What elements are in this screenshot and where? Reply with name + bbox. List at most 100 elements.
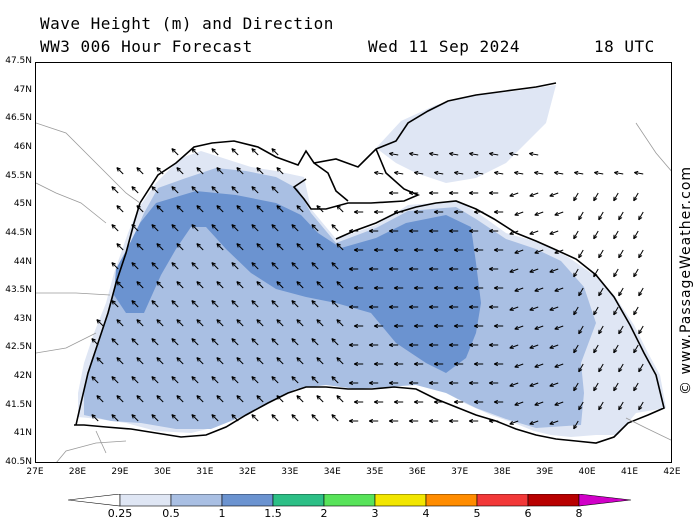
wave-direction-arrow <box>353 399 364 405</box>
wave-direction-arrow <box>473 285 484 291</box>
wave-direction-arrow <box>549 306 559 311</box>
wave-direction-arrow <box>131 376 139 384</box>
legend-label: 8 <box>575 507 583 520</box>
wave-direction-arrow <box>428 190 439 196</box>
wave-direction-arrow <box>196 205 204 213</box>
wave-direction-arrow <box>613 382 619 392</box>
wave-direction-arrow <box>111 338 119 346</box>
wave-direction-arrow <box>136 281 144 289</box>
wave-direction-arrow <box>493 399 504 405</box>
wave-direction-arrow <box>311 262 319 270</box>
wave-direction-arrow <box>191 224 199 232</box>
wave-direction-arrow <box>96 319 104 327</box>
wave-direction-arrow <box>554 170 564 176</box>
wave-direction-arrow <box>236 281 244 289</box>
wave-direction-arrow <box>131 338 139 346</box>
lon-tick-label: 34E <box>323 467 341 477</box>
wave-direction-arrow <box>316 243 324 251</box>
wave-direction-arrow <box>368 228 379 234</box>
wave-direction-arrow <box>171 376 179 384</box>
wave-direction-arrow <box>633 268 639 278</box>
wave-direction-arrow <box>116 395 124 403</box>
wave-direction-arrow <box>433 323 444 329</box>
wave-direction-arrow <box>176 167 184 175</box>
wave-direction-arrow <box>468 190 479 196</box>
legend-swatch <box>272 494 325 507</box>
lat-tick-label: 46N <box>13 141 32 152</box>
wave-direction-arrow <box>393 323 404 329</box>
wave-direction-arrow <box>296 243 304 251</box>
wave-direction-arrow <box>211 338 219 346</box>
wave-direction-arrow <box>251 300 259 308</box>
wave-direction-arrow <box>448 304 459 310</box>
wave-direction-arrow <box>413 361 424 367</box>
wave-direction-arrow <box>353 247 364 253</box>
wave-direction-arrow <box>393 247 404 253</box>
wave-direction-arrow <box>373 323 384 329</box>
wave-direction-arrow <box>549 192 559 197</box>
wave-direction-arrow <box>529 420 539 425</box>
legend-swatch <box>374 494 427 507</box>
credit-text[interactable]: © www.PassageWeather.com <box>678 165 694 395</box>
wave-direction-arrow <box>111 186 119 194</box>
lat-tick-label: 42.5N <box>5 342 32 353</box>
coastline-west <box>75 202 141 426</box>
wave-direction-arrow <box>111 300 119 308</box>
wave-direction-arrow <box>554 363 564 368</box>
wave-direction-arrow <box>638 401 644 411</box>
wave-direction-arrow <box>373 361 384 367</box>
wave-direction-arrow <box>111 224 119 232</box>
wave-direction-arrow <box>433 361 444 367</box>
wave-direction-arrow <box>393 285 404 291</box>
wave-direction-arrow <box>549 230 559 235</box>
wave-direction-arrow <box>136 243 144 251</box>
wave-direction-arrow <box>448 380 459 386</box>
wave-direction-arrow <box>473 399 484 405</box>
wave-direction-arrow <box>191 376 199 384</box>
wave-direction-arrow <box>454 170 464 176</box>
wave-direction-arrow <box>156 319 164 327</box>
wave-direction-arrow <box>348 380 359 386</box>
forecast-label: WW3 006 Hour Forecast <box>40 37 253 56</box>
wave-direction-arrow <box>156 357 164 365</box>
wave-direction-arrow <box>638 249 644 259</box>
wave-direction-arrow <box>336 357 344 365</box>
wave-direction-arrow <box>211 186 219 194</box>
wave-direction-arrow <box>231 224 239 232</box>
wave-direction-arrow <box>191 414 199 422</box>
wave-direction-arrow <box>196 395 204 403</box>
lat-tick-label: 42N <box>13 371 32 382</box>
wave-direction-arrow <box>368 342 379 348</box>
wave-direction-arrow <box>529 382 539 387</box>
wave-direction-arrow <box>388 380 399 386</box>
wave-direction-arrow <box>578 401 584 411</box>
wave-direction-arrow <box>598 401 604 411</box>
wave-direction-arrow <box>468 266 479 272</box>
wave-direction-arrow <box>211 414 219 422</box>
wave-direction-arrow <box>618 325 624 335</box>
wave-direction-arrow <box>509 306 519 311</box>
wave-direction-arrow <box>578 211 584 221</box>
wave-direction-arrow <box>393 209 404 215</box>
wave-direction-arrow <box>488 304 499 310</box>
wave-direction-arrow <box>428 266 439 272</box>
wave-direction-arrow <box>368 380 379 386</box>
wave-direction-arrow <box>353 361 364 367</box>
wave-direction-arrow <box>493 285 504 291</box>
wave-direction-arrow <box>413 399 424 405</box>
wave-direction-arrow <box>633 344 639 354</box>
wave-direction-arrow <box>271 186 279 194</box>
wave-direction-arrow <box>388 418 399 424</box>
wave-direction-arrow <box>276 357 284 365</box>
lat-tick-label: 41.5N <box>5 399 32 410</box>
wave-direction-arrow <box>434 170 444 176</box>
wave-direction-arrow <box>331 300 339 308</box>
wave-direction-arrow <box>574 170 584 176</box>
wave-direction-arrow <box>473 247 484 253</box>
wave-direction-arrow <box>433 399 444 405</box>
wave-direction-arrow <box>256 319 264 327</box>
wave-direction-arrow <box>428 342 439 348</box>
wave-direction-arrow <box>408 342 419 348</box>
wave-map[interactable] <box>35 62 672 463</box>
wave-direction-arrow <box>638 363 644 373</box>
